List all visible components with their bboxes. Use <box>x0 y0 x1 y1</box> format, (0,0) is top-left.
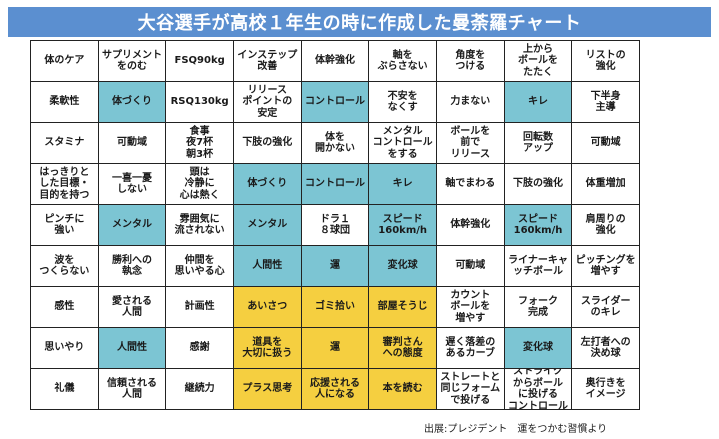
chart-title: 大谷選手が高校１年生の時に作成した曼荼羅チャート <box>8 7 711 37</box>
grid-cell: あいさつ <box>233 287 301 327</box>
grid-cell: スピード 160km/h <box>369 205 436 245</box>
grid-cell: 運 <box>301 246 369 286</box>
grid-cell: 仲間を 思いやる心 <box>166 246 233 286</box>
grid-cell: 道具を 大切に扱う <box>233 328 301 368</box>
grid-cell: 力まない <box>436 82 504 122</box>
grid-cell: 応援される 人になる <box>301 369 369 409</box>
grid-cell: 体づくり <box>233 164 301 204</box>
grid-cell: 柔軟性 <box>31 82 98 122</box>
grid-cell: キレ <box>369 164 436 204</box>
grid-cell: 下肢の強化 <box>233 123 301 163</box>
grid-cell: コントロール <box>301 82 369 122</box>
grid-cell: ストライク からボール に投げる コントロール <box>504 369 572 409</box>
grid-cell: 継続力 <box>166 369 233 409</box>
grid-cell: キレ <box>504 82 572 122</box>
grid-cell: 下半身 主導 <box>572 82 639 122</box>
grid-cell: ドラ１ ８球団 <box>301 205 369 245</box>
grid-cell: 可動域 <box>98 123 166 163</box>
grid-cell: 人間性 <box>233 246 301 286</box>
grid-cell: 変化球 <box>504 328 572 368</box>
grid-cell: 回転数 アップ <box>504 123 572 163</box>
grid-cell: 一喜一憂 しない <box>98 164 166 204</box>
grid-cell: メンタル <box>98 205 166 245</box>
grid-cell: 波を つくらない <box>31 246 98 286</box>
grid-cell: 礼儀 <box>31 369 98 409</box>
grid-cell: 不安を なくす <box>369 82 436 122</box>
grid-cell: フォーク 完成 <box>504 287 572 327</box>
grid-cell: スピード 160km/h <box>504 205 572 245</box>
grid-cell: ゴミ拾い <box>301 287 369 327</box>
grid-cell: 思いやり <box>31 328 98 368</box>
grid-cell: 審判さん への態度 <box>369 328 436 368</box>
grid-cell: 体重増加 <box>572 164 639 204</box>
grid-cell: サプリメント をのむ <box>98 41 166 81</box>
grid-cell: コントロール <box>301 164 369 204</box>
grid-cell: はっきりと した目標・ 目的を持つ <box>31 164 98 204</box>
grid-cell: FSQ90kg <box>166 41 233 81</box>
grid-cell: プラス思考 <box>233 369 301 409</box>
grid-cell: 肩周りの 強化 <box>572 205 639 245</box>
grid-cell: カウント ボールを 増やす <box>436 287 504 327</box>
grid-cell: 感謝 <box>166 328 233 368</box>
mandala-grid: 体のケア サプリメント をのむ FSQ90kg インステップ 改善 体幹強化 軸を ぶらさ… <box>30 40 640 410</box>
grid-cell: 頭は 冷静に 心は熱く <box>166 164 233 204</box>
grid-cell: 計画性 <box>166 287 233 327</box>
grid-cell: 体を 開かない <box>301 123 369 163</box>
grid-cell: ピンチに 強い <box>31 205 98 245</box>
grid-cell: 軸でまわる <box>436 164 504 204</box>
grid-cell: 勝利への 執念 <box>98 246 166 286</box>
grid-cell: 体幹強化 <box>436 205 504 245</box>
grid-cell: 信頼される 人間 <box>98 369 166 409</box>
source-caption: 出展:プレジデント 運をつかむ習慣より <box>424 424 608 435</box>
grid-cell: 左打者への 決め球 <box>572 328 639 368</box>
grid-cell: 感性 <box>31 287 98 327</box>
grid-cell: リストの 強化 <box>572 41 639 81</box>
grid-cell: リリース ポイントの 安定 <box>233 82 301 122</box>
grid-cell: スライダー のキレ <box>572 287 639 327</box>
grid-cell: ボールを 前で リリース <box>436 123 504 163</box>
grid-cell: インステップ 改善 <box>233 41 301 81</box>
grid-cell: メンタル <box>233 205 301 245</box>
grid-cell: 遅く落差の あるカーブ <box>436 328 504 368</box>
grid-cell: 運 <box>301 328 369 368</box>
grid-cell: ライナーキャ ッチボール <box>504 246 572 286</box>
grid-cell: 可動域 <box>436 246 504 286</box>
grid-cell: メンタル コントロール をする <box>369 123 436 163</box>
grid-cell: RSQ130kg <box>166 82 233 122</box>
grid-cell: 可動域 <box>572 123 639 163</box>
grid-cell: 角度を つける <box>436 41 504 81</box>
grid-cell: 人間性 <box>98 328 166 368</box>
grid-cell: 部屋そうじ <box>369 287 436 327</box>
grid-cell: 体づくり <box>98 82 166 122</box>
grid-cell: ストレートと 同じフォーム で投げる <box>436 369 504 409</box>
grid-cell: 奥行きを イメージ <box>572 369 639 409</box>
grid-cell: 食事 夜7杯 朝3杯 <box>166 123 233 163</box>
grid-cell: 下肢の強化 <box>504 164 572 204</box>
grid-cell: 雰囲気に 流されない <box>166 205 233 245</box>
grid-cell: 軸を ぶらさない <box>369 41 436 81</box>
grid-cell: 上から ボールを たたく <box>504 41 572 81</box>
grid-cell: 愛される 人間 <box>98 287 166 327</box>
grid-cell: 変化球 <box>369 246 436 286</box>
grid-cell: ピッチングを 増やす <box>572 246 639 286</box>
grid-cell: 体幹強化 <box>301 41 369 81</box>
grid-cell: スタミナ <box>31 123 98 163</box>
grid-cell: 体のケア <box>31 41 98 81</box>
grid-cell: 本を読む <box>369 369 436 409</box>
